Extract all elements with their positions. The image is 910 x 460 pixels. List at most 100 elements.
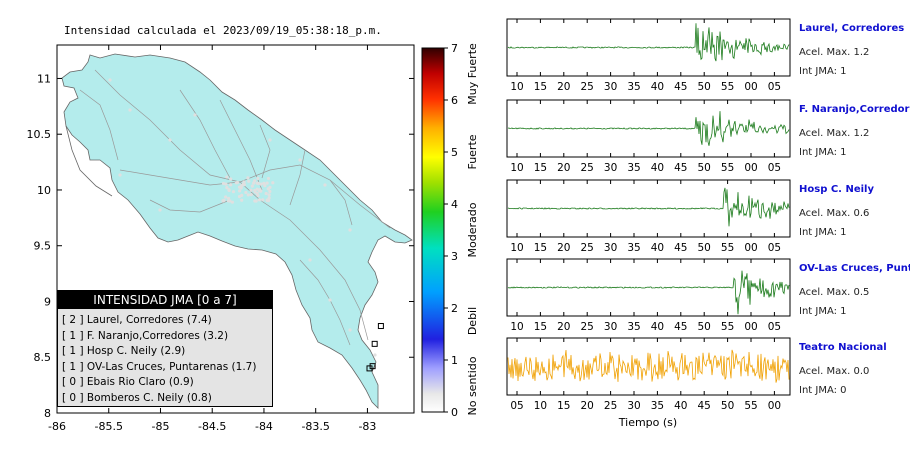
time-tick-label: 35: [627, 81, 640, 93]
lat-tick-label: 10.5: [27, 128, 52, 141]
city-dot: [298, 158, 302, 162]
lat-tick-label: 11: [37, 72, 51, 85]
jma-intensity-value: Int JMA: 1: [799, 147, 847, 158]
time-tick-label: 25: [581, 162, 594, 174]
map-frame: [56, 44, 415, 414]
waveform-panel: 10 15 20 25 30 35 40 45 50 55 00 05 F. Naranjo,Corre…: [506, 99, 910, 174]
time-tick-label: 50: [698, 242, 711, 254]
time-tick-label: 55: [744, 400, 757, 412]
colorbar-gradient: [421, 47, 445, 413]
road: [259, 124, 271, 179]
city-dot: [268, 185, 272, 189]
city-dot: [255, 187, 259, 191]
city-dot: [225, 185, 229, 190]
time-tick-label: 15: [534, 242, 547, 254]
colorbar-ticks: 0 1 2 3 4 5 6 7: [444, 42, 458, 419]
road: [94, 69, 241, 183]
city-dot: [226, 199, 231, 203]
time-tick-label: 55: [721, 81, 734, 93]
city-dot: [266, 176, 271, 181]
city-dot: [265, 181, 269, 185]
city-dot: [237, 185, 242, 189]
city-dot: [253, 199, 257, 203]
time-tick-label: 15: [534, 81, 547, 93]
city-dot: [258, 188, 262, 192]
station-markers: [366, 323, 384, 372]
time-tick-label: 55: [721, 321, 734, 333]
city-dot: [308, 258, 312, 262]
city-dot: [246, 176, 250, 180]
time-tick-label: 25: [581, 242, 594, 254]
colorbar-category-label: Muy Fuerte: [466, 43, 479, 105]
city-dot: [255, 181, 259, 185]
time-tick-label: 45: [674, 242, 687, 254]
station-marker: [371, 340, 378, 347]
city-dot: [247, 179, 251, 183]
legend-row: [ 0 ] Bomberos C. Neily (0.8): [62, 391, 212, 404]
acel-max-value: Acel. Max. 0.5: [799, 287, 869, 298]
acel-max-value: Acel. Max. 0.6: [799, 208, 869, 219]
lat-tick-label: 8: [44, 407, 51, 420]
time-tick-label: 00: [744, 321, 757, 333]
time-tick-label: 35: [627, 321, 640, 333]
legend-row: [ 1 ] Hosp C. Neily (2.9): [62, 345, 186, 357]
lon-tick-label: -86: [48, 420, 66, 433]
map-lon-ticks: -86 -85.5 -85 -84.5 -84 -83.5 -83: [48, 45, 376, 433]
time-tick-label: 05: [768, 321, 781, 333]
time-tick-label: 20: [557, 162, 570, 174]
colorbar-tick-label: 5: [451, 146, 458, 159]
costa-rica-land: [61, 53, 413, 409]
city-dot: [158, 208, 162, 212]
city-dot: [244, 190, 248, 195]
lon-tick-label: -84.5: [198, 420, 226, 433]
time-tick-label: 10: [510, 162, 523, 174]
time-tick-label: 10: [510, 321, 523, 333]
lon-tick-label: -83.5: [301, 420, 329, 433]
city-dot: [246, 193, 250, 197]
time-tick-label: 30: [604, 81, 617, 93]
time-tick-label: 30: [604, 321, 617, 333]
colorbar-category-label: Fuerte: [466, 134, 479, 169]
city-dot: [263, 184, 267, 188]
road: [179, 89, 231, 179]
city-dot: [271, 181, 275, 185]
city-dot: [256, 193, 260, 198]
time-tick-label: 00: [768, 400, 781, 412]
city-dot: [268, 138, 272, 142]
road: [239, 164, 391, 229]
lat-tick-label: 8.5: [34, 351, 52, 364]
city-dot: [249, 193, 253, 197]
city-dots: [108, 78, 377, 357]
city-dot: [226, 196, 231, 200]
city-dot: [256, 176, 260, 181]
lon-tick-label: -84: [255, 420, 273, 433]
city-dot: [328, 298, 332, 302]
colorbar-tick-label: 2: [451, 302, 458, 315]
time-tick-label: 20: [557, 242, 570, 254]
time-tick-label: 30: [604, 242, 617, 254]
city-dot: [261, 198, 265, 202]
city-dot: [240, 198, 244, 202]
city-dot: [234, 181, 238, 185]
time-tick-label: 40: [651, 162, 664, 174]
city-dot: [224, 182, 228, 186]
time-tick-label: 40: [651, 242, 664, 254]
city-dot: [229, 183, 233, 187]
city-dot: [224, 195, 228, 199]
time-tick-label: 05: [768, 242, 781, 254]
colorbar-tick-label: 6: [451, 94, 458, 107]
waveform-trace: [507, 111, 790, 146]
colorbar-tick-label: 4: [451, 198, 458, 211]
time-tick-label: 20: [557, 321, 570, 333]
time-tick-label: 20: [581, 400, 594, 412]
station-name: Hosp C. Neily: [799, 184, 874, 195]
station-name: Laurel, Corredores: [799, 23, 904, 34]
time-tick-label: 10: [510, 81, 523, 93]
jma-intensity-value: Int JMA: 0: [799, 385, 847, 396]
jma-intensity-value: Int JMA: 1: [799, 66, 847, 77]
city-dot: [128, 108, 132, 112]
time-tick-label: 05: [768, 81, 781, 93]
colorbar-tick-label: 0: [451, 406, 458, 419]
lon-tick-label: -85.5: [95, 420, 123, 433]
